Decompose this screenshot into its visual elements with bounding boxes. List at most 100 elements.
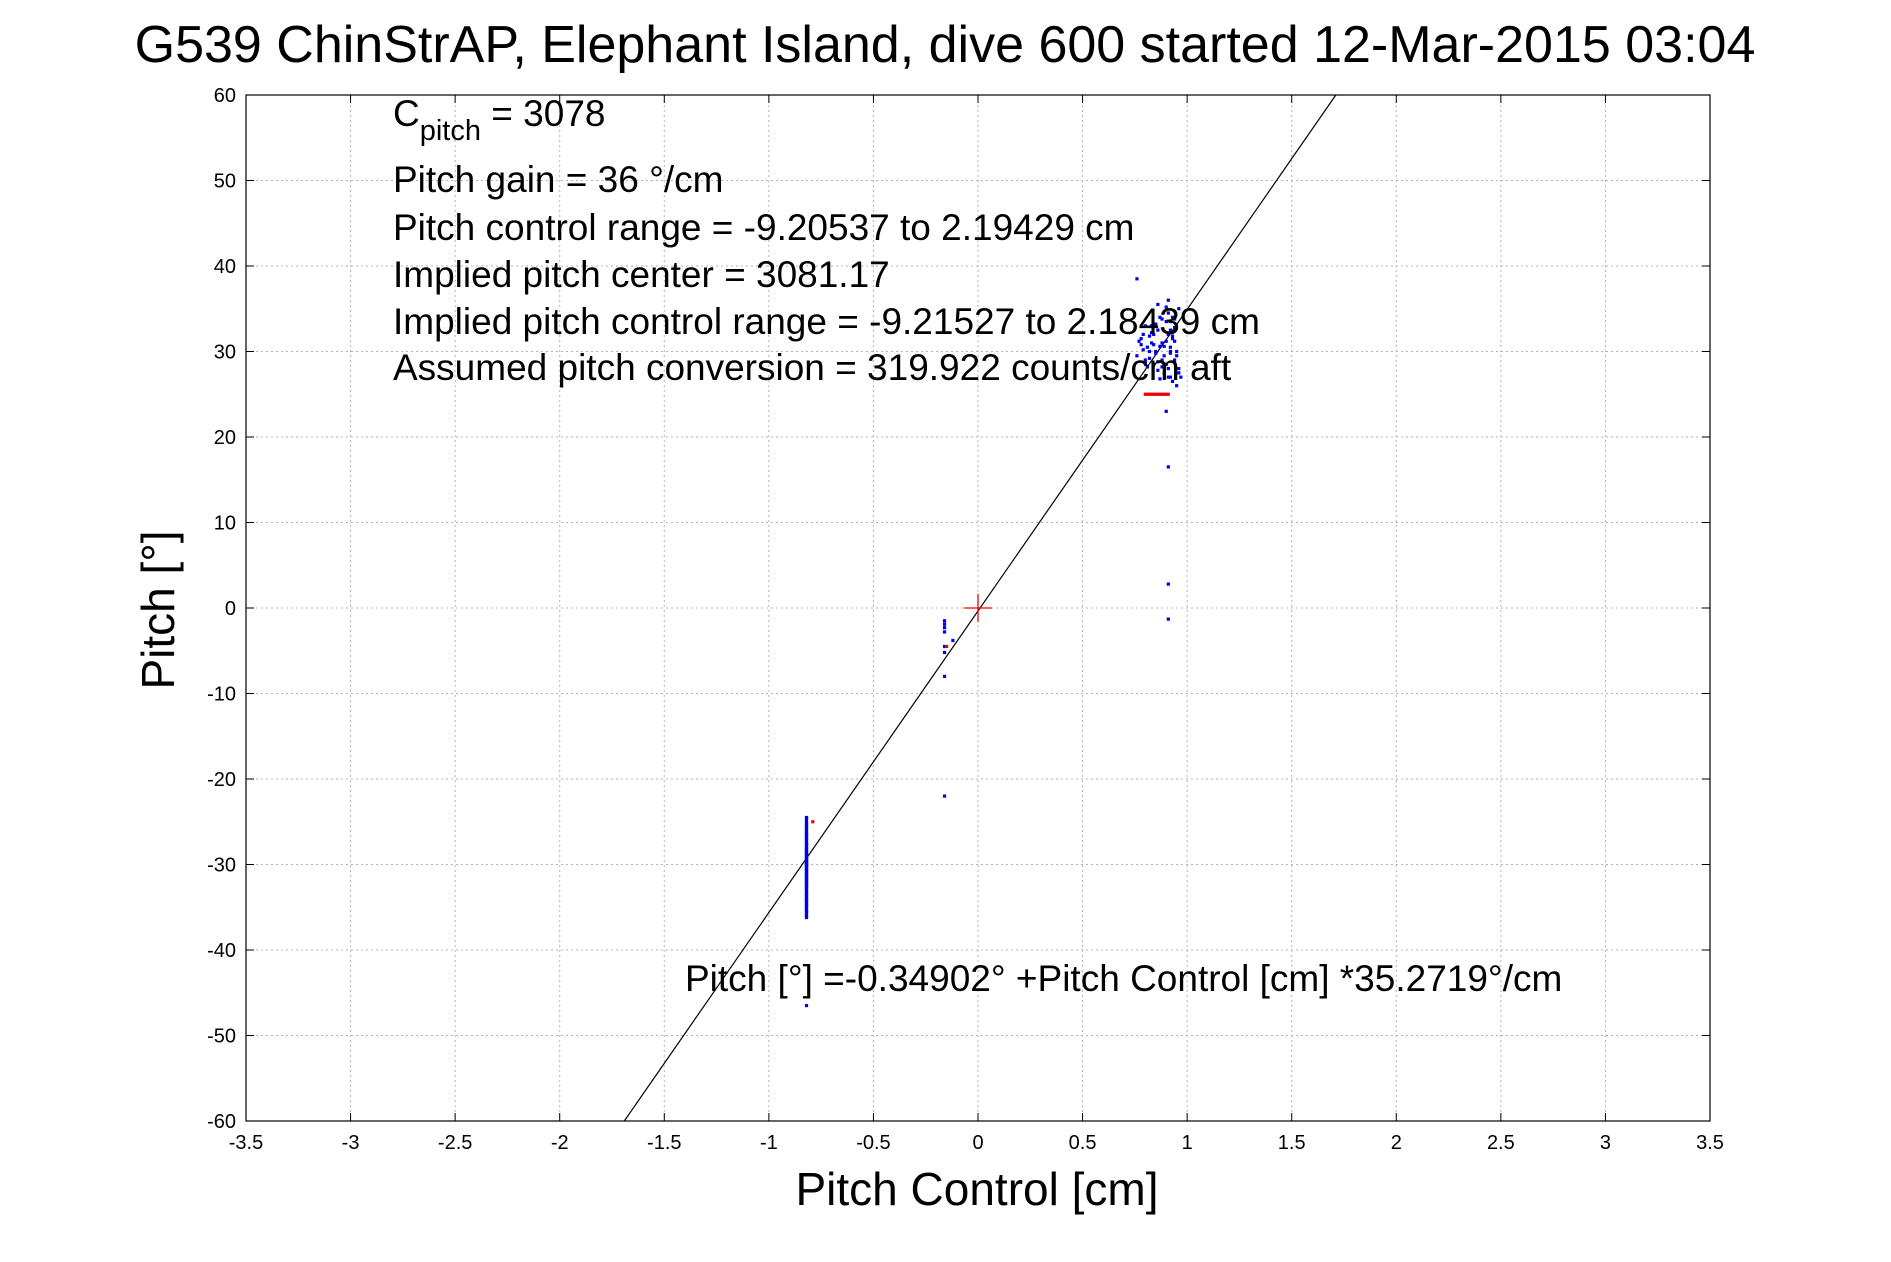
pitch-gain-annotation: Pitch gain = 36 °/cm bbox=[393, 159, 724, 200]
x-tick-label: -2.5 bbox=[438, 1132, 472, 1154]
data-point bbox=[1137, 339, 1141, 343]
data-point bbox=[1170, 334, 1175, 338]
data-point bbox=[804, 882, 809, 886]
y-tick-label: -60 bbox=[207, 1111, 236, 1133]
data-point bbox=[942, 622, 947, 626]
y-tick-label: 30 bbox=[214, 342, 236, 364]
data-point bbox=[1175, 384, 1179, 388]
data-point bbox=[1164, 362, 1168, 366]
y-tick-label: -20 bbox=[207, 769, 236, 791]
x-tick-label: -1 bbox=[760, 1132, 778, 1154]
data-point bbox=[1156, 360, 1160, 364]
y-tick-label: 60 bbox=[214, 85, 236, 107]
data-point bbox=[1166, 298, 1170, 302]
data-point bbox=[1143, 358, 1147, 362]
data-point bbox=[804, 861, 809, 865]
flagged-data-point bbox=[1158, 392, 1162, 396]
data-point bbox=[804, 858, 809, 862]
data-point bbox=[1145, 345, 1150, 349]
data-point bbox=[1154, 351, 1158, 355]
data-point bbox=[1152, 362, 1156, 366]
x-axis-label: Pitch Control [cm] bbox=[796, 1163, 1159, 1215]
implied-pitch-control-range-annotation: Implied pitch control range = -9.21527 t… bbox=[393, 301, 1260, 342]
x-tick-label: 2 bbox=[1391, 1132, 1402, 1154]
data-point bbox=[1139, 343, 1143, 347]
data-point bbox=[942, 650, 947, 655]
data-point bbox=[942, 619, 947, 623]
data-point bbox=[1145, 365, 1150, 369]
data-point bbox=[942, 644, 947, 649]
data-point bbox=[1162, 344, 1166, 348]
data-point bbox=[942, 674, 947, 678]
data-point bbox=[804, 856, 809, 861]
data-point bbox=[804, 884, 809, 888]
flagged-data-point bbox=[1145, 392, 1150, 396]
data-point bbox=[804, 891, 809, 895]
flagged-data-point bbox=[1147, 392, 1152, 396]
data-point bbox=[804, 867, 809, 871]
x-tick-label: -0.5 bbox=[856, 1132, 890, 1154]
data-point bbox=[804, 853, 809, 857]
data-point bbox=[1158, 377, 1162, 381]
data-point bbox=[1166, 465, 1170, 469]
x-tick-label: 0.5 bbox=[1069, 1132, 1097, 1154]
data-point bbox=[1168, 345, 1173, 349]
data-point bbox=[804, 868, 809, 873]
x-tick-label: 0 bbox=[972, 1132, 983, 1154]
data-point bbox=[1166, 332, 1170, 336]
data-point bbox=[1158, 315, 1162, 319]
data-point bbox=[1170, 379, 1175, 384]
axis-ticks: -3.5 -3 -2.5 -2 -1.5 -1 -0.5 0 0.5 1 1.5 2 2.5 3 3.5 -6… bbox=[207, 85, 1724, 1154]
data-point bbox=[1135, 277, 1139, 281]
data-point bbox=[1141, 332, 1145, 336]
data-point bbox=[804, 1003, 809, 1008]
data-point bbox=[1166, 617, 1170, 621]
data-point bbox=[942, 630, 947, 634]
data-point bbox=[1156, 368, 1160, 372]
data-point bbox=[1164, 409, 1168, 413]
data-point bbox=[1143, 360, 1147, 364]
data-point bbox=[804, 901, 809, 905]
data-point bbox=[1139, 337, 1143, 341]
x-tick-label: -1.5 bbox=[647, 1132, 681, 1154]
flagged-data-point bbox=[1154, 392, 1158, 396]
data-point bbox=[804, 828, 809, 832]
data-point bbox=[1152, 343, 1156, 347]
data-point bbox=[1149, 324, 1154, 328]
data-point bbox=[1168, 375, 1173, 379]
y-tick-label: 10 bbox=[214, 513, 236, 535]
data-point bbox=[1152, 332, 1156, 336]
data-point bbox=[1170, 315, 1175, 319]
data-point bbox=[1164, 339, 1168, 343]
data-point bbox=[1162, 354, 1166, 358]
data-point bbox=[1177, 307, 1181, 311]
data-point bbox=[1154, 322, 1158, 326]
data-point bbox=[1160, 317, 1164, 321]
data-point bbox=[1179, 375, 1183, 379]
flagged-data-point bbox=[1164, 392, 1168, 396]
data-point bbox=[804, 870, 809, 874]
assumed-pitch-conversion-annotation: Assumed pitch conversion = 319.922 count… bbox=[393, 347, 1232, 388]
flagged-data-point bbox=[1156, 392, 1160, 396]
data-point bbox=[1166, 375, 1170, 379]
data-point bbox=[804, 888, 809, 892]
data-point bbox=[1172, 339, 1177, 343]
plot-frame bbox=[245, 94, 1711, 1122]
flagged-data-point bbox=[1143, 392, 1147, 396]
flagged-data-point bbox=[1166, 392, 1170, 396]
flagged-data-points bbox=[811, 392, 1170, 824]
y-tick-label: -40 bbox=[207, 940, 236, 962]
fit-equation-annotation: Pitch [°] =-0.34902° +Pitch Control [cm]… bbox=[685, 958, 1562, 999]
x-tick-label: 1.5 bbox=[1278, 1132, 1306, 1154]
data-point bbox=[1135, 354, 1139, 358]
c-pitch-annotation: Cpitch = 3078 bbox=[393, 93, 605, 147]
y-tick-label: 50 bbox=[214, 171, 236, 193]
data-point bbox=[1172, 317, 1177, 321]
data-point bbox=[1177, 367, 1181, 371]
flagged-data-point bbox=[1149, 392, 1154, 396]
data-point bbox=[804, 885, 809, 890]
origin-marker bbox=[964, 594, 992, 622]
x-tick-label: -3.5 bbox=[229, 1132, 263, 1154]
data-point bbox=[1158, 344, 1162, 348]
x-tick-label: -2 bbox=[551, 1132, 569, 1154]
